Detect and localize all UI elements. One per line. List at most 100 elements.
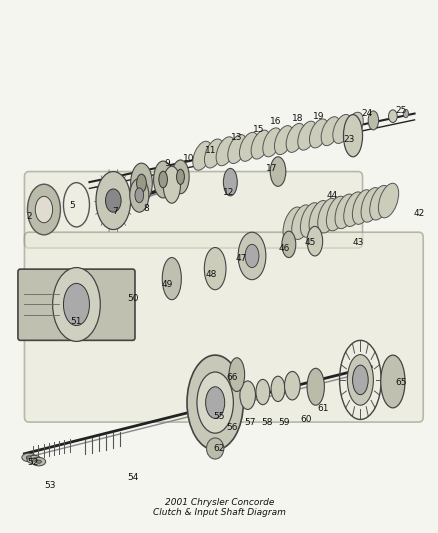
Text: 54: 54 bbox=[127, 473, 138, 482]
Ellipse shape bbox=[300, 203, 320, 237]
Text: 43: 43 bbox=[352, 238, 363, 247]
Text: 65: 65 bbox=[395, 378, 406, 387]
Text: 8: 8 bbox=[143, 204, 148, 213]
Text: 2001 Chrysler Concorde
Clutch & Input Shaft Diagram: 2001 Chrysler Concorde Clutch & Input Sh… bbox=[153, 498, 285, 517]
Text: 9: 9 bbox=[164, 159, 170, 168]
Ellipse shape bbox=[237, 232, 265, 280]
Text: 5: 5 bbox=[69, 201, 75, 211]
Ellipse shape bbox=[187, 355, 243, 450]
Ellipse shape bbox=[352, 365, 367, 394]
Text: 48: 48 bbox=[205, 270, 216, 279]
Circle shape bbox=[206, 438, 223, 459]
Ellipse shape bbox=[192, 141, 211, 170]
Text: 46: 46 bbox=[278, 244, 290, 253]
Ellipse shape bbox=[308, 200, 328, 235]
Ellipse shape bbox=[197, 372, 233, 433]
Ellipse shape bbox=[360, 188, 381, 222]
Ellipse shape bbox=[270, 157, 285, 187]
Ellipse shape bbox=[229, 358, 244, 392]
Text: 55: 55 bbox=[213, 413, 225, 421]
Text: 49: 49 bbox=[162, 280, 173, 289]
Ellipse shape bbox=[136, 174, 146, 192]
Ellipse shape bbox=[227, 134, 246, 164]
Ellipse shape bbox=[284, 372, 300, 400]
Ellipse shape bbox=[283, 207, 303, 241]
Text: 56: 56 bbox=[226, 423, 238, 432]
Text: 11: 11 bbox=[205, 146, 216, 155]
Text: 60: 60 bbox=[300, 415, 311, 424]
Ellipse shape bbox=[223, 168, 237, 196]
Text: 12: 12 bbox=[222, 188, 233, 197]
Ellipse shape bbox=[204, 139, 223, 168]
Ellipse shape bbox=[343, 192, 363, 227]
Ellipse shape bbox=[171, 160, 189, 193]
Ellipse shape bbox=[274, 126, 293, 155]
Text: 51: 51 bbox=[71, 317, 82, 326]
Text: 44: 44 bbox=[326, 191, 337, 200]
Ellipse shape bbox=[162, 257, 181, 300]
Ellipse shape bbox=[281, 231, 295, 257]
Text: 16: 16 bbox=[269, 117, 281, 126]
Ellipse shape bbox=[153, 161, 172, 198]
Ellipse shape bbox=[176, 169, 184, 184]
Ellipse shape bbox=[388, 110, 396, 123]
Text: 17: 17 bbox=[265, 164, 277, 173]
Ellipse shape bbox=[251, 130, 269, 159]
Ellipse shape bbox=[352, 190, 372, 224]
FancyBboxPatch shape bbox=[25, 232, 422, 422]
Ellipse shape bbox=[380, 355, 404, 408]
Text: 10: 10 bbox=[183, 154, 194, 163]
Ellipse shape bbox=[334, 194, 354, 229]
Ellipse shape bbox=[262, 128, 281, 157]
Text: 42: 42 bbox=[412, 209, 424, 218]
Ellipse shape bbox=[369, 185, 389, 220]
Ellipse shape bbox=[35, 196, 53, 223]
Ellipse shape bbox=[239, 381, 255, 409]
Text: 7: 7 bbox=[112, 207, 118, 216]
Text: 25: 25 bbox=[395, 107, 406, 116]
Ellipse shape bbox=[22, 453, 35, 462]
Ellipse shape bbox=[159, 171, 167, 188]
Ellipse shape bbox=[286, 123, 304, 152]
Text: 15: 15 bbox=[252, 125, 264, 134]
Ellipse shape bbox=[204, 247, 226, 290]
Ellipse shape bbox=[27, 455, 41, 464]
Text: 59: 59 bbox=[278, 417, 290, 426]
Ellipse shape bbox=[32, 457, 46, 466]
Ellipse shape bbox=[346, 354, 373, 405]
Text: 50: 50 bbox=[127, 294, 138, 303]
Text: 47: 47 bbox=[235, 254, 246, 263]
Ellipse shape bbox=[26, 456, 31, 459]
Ellipse shape bbox=[31, 458, 36, 461]
Ellipse shape bbox=[131, 163, 152, 203]
Ellipse shape bbox=[205, 387, 224, 418]
FancyBboxPatch shape bbox=[25, 172, 362, 248]
Text: 52: 52 bbox=[27, 458, 39, 467]
Ellipse shape bbox=[344, 112, 362, 141]
Text: 62: 62 bbox=[213, 444, 225, 453]
Ellipse shape bbox=[332, 115, 351, 143]
Ellipse shape bbox=[343, 115, 362, 157]
Ellipse shape bbox=[134, 188, 143, 203]
Ellipse shape bbox=[244, 244, 258, 268]
Ellipse shape bbox=[306, 227, 322, 256]
Ellipse shape bbox=[317, 198, 337, 233]
Ellipse shape bbox=[325, 196, 346, 231]
Ellipse shape bbox=[297, 121, 316, 150]
Text: 18: 18 bbox=[291, 114, 303, 123]
Text: 2: 2 bbox=[26, 212, 32, 221]
Text: 53: 53 bbox=[45, 481, 56, 490]
Text: 58: 58 bbox=[261, 417, 272, 426]
Text: 23: 23 bbox=[343, 135, 354, 144]
Ellipse shape bbox=[53, 268, 100, 342]
Ellipse shape bbox=[306, 368, 324, 405]
Ellipse shape bbox=[96, 172, 131, 230]
Text: 19: 19 bbox=[313, 112, 324, 120]
Text: 66: 66 bbox=[226, 373, 238, 382]
Ellipse shape bbox=[163, 166, 180, 203]
Ellipse shape bbox=[321, 117, 339, 146]
Ellipse shape bbox=[255, 379, 269, 405]
Ellipse shape bbox=[378, 183, 398, 218]
Ellipse shape bbox=[367, 111, 378, 130]
Text: 24: 24 bbox=[360, 109, 372, 118]
